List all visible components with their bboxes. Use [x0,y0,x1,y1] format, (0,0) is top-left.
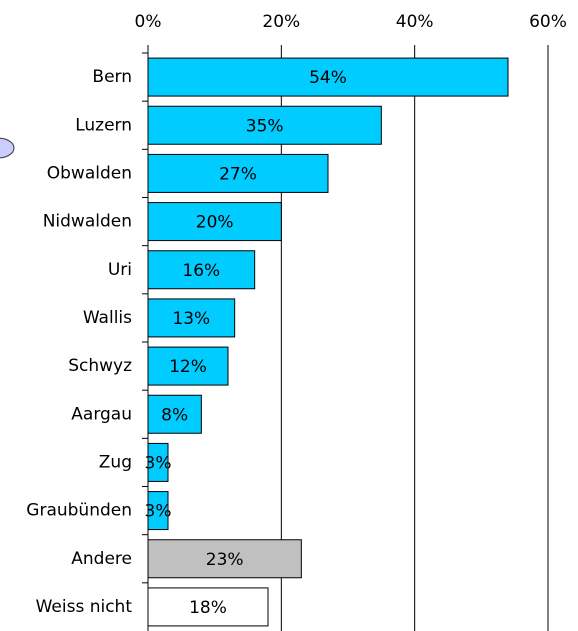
decoration [0,137,15,159]
data-label: 16% [182,261,220,281]
bar [147,442,169,482]
bar [147,539,302,579]
bar [147,587,269,627]
bar [147,346,229,386]
data-label: 20% [196,213,234,233]
data-label: 18% [189,598,227,618]
y-tick-label: Zug [99,452,132,472]
data-label: 3% [145,502,172,522]
data-label: 54% [309,68,347,88]
data-label: 12% [169,357,207,377]
x-tick-label: 20% [262,12,300,32]
y-tick-label: Schwyz [68,356,132,376]
y-tick-label: Graubünden [26,501,132,521]
bar [147,57,509,97]
bar [147,491,169,531]
data-label: 8% [161,405,188,425]
x-tick-label: 60% [529,12,567,32]
bar [147,298,236,338]
y-tick-label: Andere [71,549,132,569]
data-label: 35% [246,116,284,136]
bar [147,105,382,145]
data-label: 27% [219,164,257,184]
y-tick-label: Aargau [71,404,132,424]
y-tick-label: Wallis [83,308,132,328]
y-tick-label: Luzern [75,115,132,135]
data-label: 3% [145,453,172,473]
x-tick-label: 40% [396,12,434,32]
bar [147,394,202,434]
bar [147,250,256,290]
y-tick-label: Bern [92,67,132,87]
x-tick-label: 0% [135,12,162,32]
bar [147,202,282,242]
bar [147,153,329,193]
y-tick-label: Weiss nicht [36,597,133,617]
y-tick-label: Obwalden [47,163,132,183]
y-tick-label: Uri [108,260,132,280]
y-tick-label: Nidwalden [43,212,132,232]
data-label: 23% [206,550,244,570]
data-label: 13% [172,309,210,329]
